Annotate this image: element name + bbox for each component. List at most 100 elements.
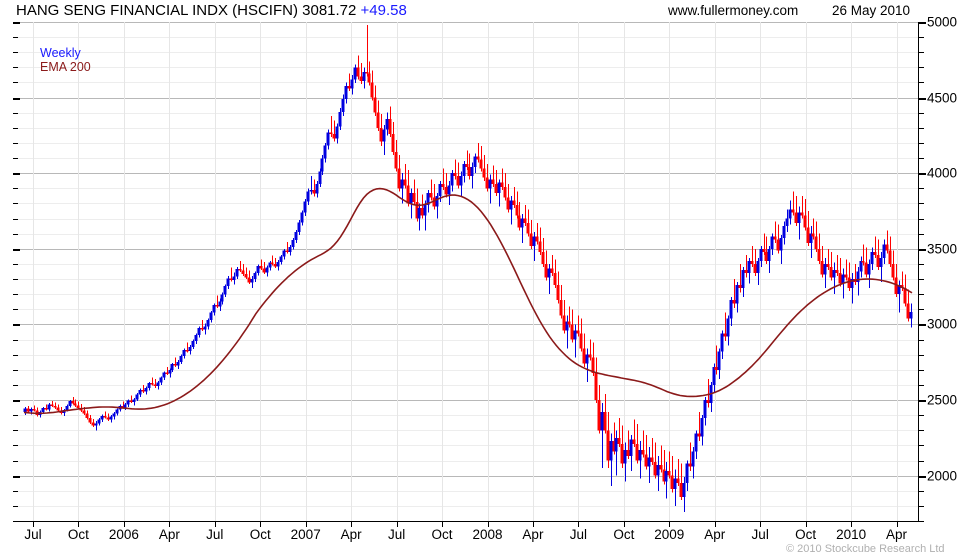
gridline-h (18, 143, 918, 144)
candle-body (226, 278, 230, 286)
candle-wick (55, 402, 57, 410)
candle-body (450, 173, 454, 186)
candle-wick (734, 279, 736, 308)
candle-body (403, 179, 407, 186)
candle-body (547, 268, 551, 278)
candle-wick (443, 168, 445, 190)
candle-body (256, 266, 260, 274)
x-axis-label: Jul (24, 527, 42, 542)
candle-body (788, 209, 792, 219)
x-axis-label: Apr (158, 527, 180, 542)
candle-body (673, 478, 677, 490)
y-tick (13, 113, 18, 114)
y-tick (13, 173, 20, 175)
candle-body (556, 285, 560, 301)
candle-body (32, 409, 36, 411)
candle-body (65, 405, 69, 410)
candle-wick (902, 271, 904, 292)
candle-wick (240, 260, 242, 272)
candle-body (73, 403, 77, 406)
candle-wick (793, 191, 795, 216)
candle-body (76, 405, 80, 408)
y-tick (919, 264, 924, 265)
legend-item-ema200: EMA 200 (40, 60, 91, 74)
candle-body (861, 260, 865, 263)
candle-body (662, 469, 666, 482)
gridline-h (18, 324, 918, 325)
candle-body (800, 212, 804, 216)
candle-wick (849, 262, 851, 292)
candle-body (841, 274, 845, 284)
candle-body (279, 256, 283, 263)
candle-body (747, 260, 751, 274)
candle-body (582, 348, 586, 364)
gridline-h (18, 445, 918, 446)
candle-body (909, 312, 913, 319)
candle-wick (481, 145, 483, 172)
candle-wick (361, 62, 363, 84)
candle-body (206, 319, 210, 327)
x-tick (488, 522, 489, 527)
x-tick (215, 522, 216, 527)
candle-body (309, 189, 313, 192)
candle-body (806, 227, 810, 243)
candle-body (517, 215, 521, 228)
candle-body (823, 263, 827, 275)
candle-body (614, 437, 618, 452)
gridline-h (18, 340, 918, 341)
candle-body (606, 430, 610, 461)
y-tick (13, 521, 18, 522)
candle-wick (414, 179, 416, 205)
y-tick (919, 67, 924, 68)
candle-wick (746, 254, 748, 278)
x-tick (78, 522, 79, 527)
x-tick (578, 522, 579, 527)
candle-wick (766, 236, 768, 264)
candle-wick (458, 162, 460, 189)
candle-body (691, 451, 695, 467)
candle-body (229, 278, 233, 280)
x-tick (306, 522, 307, 527)
x-tick (397, 522, 398, 527)
gridline-h (18, 113, 918, 114)
gridline-v (806, 22, 807, 521)
candle-body (412, 192, 416, 202)
candle-wick (616, 430, 618, 476)
candle-wick (690, 442, 692, 472)
gridline-v (533, 22, 534, 521)
candle-body (503, 186, 507, 198)
candle-body (432, 197, 436, 207)
y-tick (919, 340, 924, 341)
candle-body (603, 412, 607, 431)
candle-body (203, 326, 207, 330)
candle-body (888, 250, 892, 264)
candle-body (594, 372, 598, 401)
y-tick (13, 249, 20, 251)
candle-wick (34, 405, 36, 412)
candle-body (679, 483, 683, 497)
candle-body (791, 209, 795, 213)
candle-body (85, 413, 89, 419)
gridline-h (18, 203, 918, 204)
candle-wick (813, 218, 815, 240)
candle-body (312, 189, 316, 194)
candle-body (467, 167, 471, 177)
x-axis-label: Oct (67, 527, 89, 542)
candle-body (194, 335, 198, 342)
candle-body (567, 321, 571, 325)
x-axis-label: Jul (569, 527, 588, 542)
y-tick (919, 400, 926, 402)
candle-wick (405, 164, 407, 189)
candle-body (282, 250, 286, 257)
x-axis-label: Jul (751, 527, 769, 542)
candle-body (150, 383, 154, 385)
gridline-h (18, 37, 918, 38)
candle-body (197, 328, 201, 336)
candle-wick (152, 377, 154, 386)
candle-body (156, 382, 160, 387)
candle-wick (490, 174, 492, 204)
y-tick (919, 521, 924, 522)
candle-body (562, 315, 566, 331)
candle-wick (311, 176, 313, 195)
